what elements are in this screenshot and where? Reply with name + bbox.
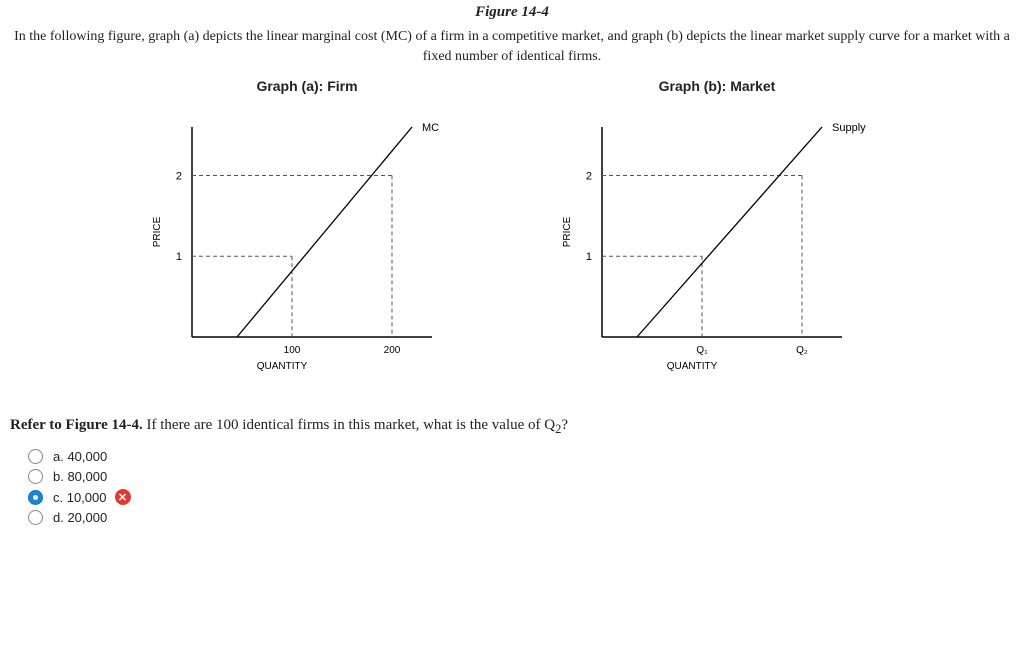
graph-b-svg: 2 1 Q₁ Q₂ Supply PRICE QUANTITY: [552, 112, 882, 387]
graph-b-ytick-1: 1: [586, 251, 592, 263]
graph-a-ytick-0: 2: [176, 171, 182, 183]
graph-b-title: Graph (b): Market: [659, 78, 776, 94]
graph-b-svg-holder: 2 1 Q₁ Q₂ Supply PRICE QUANTITY: [552, 112, 882, 387]
option-b[interactable]: b. 80,000: [28, 469, 1014, 484]
option-d[interactable]: d. 20,000: [28, 510, 1014, 525]
graph-b-line-label: Supply: [832, 122, 866, 134]
graph-b-ylabel: PRICE: [562, 217, 573, 248]
options-list: a. 40,000 b. 80,000 c. 10,000 ✕ d. 20,000: [28, 449, 1014, 525]
graph-a-svg-holder: 2 1 100 200 MC PRICE QUANTITY: [142, 112, 472, 387]
figure-title: Figure 14-4: [10, 4, 1014, 21]
graph-a-svg: 2 1 100 200 MC PRICE QUANTITY: [142, 112, 472, 387]
option-a-radio[interactable]: [28, 449, 43, 464]
graph-b-xtick-1: Q₂: [796, 345, 808, 356]
option-b-label: b. 80,000: [53, 469, 107, 484]
question-prefix: Refer to Figure 14-4.: [10, 417, 143, 433]
option-d-label: d. 20,000: [53, 510, 107, 525]
option-a-label: a. 40,000: [53, 449, 107, 464]
option-c-radio[interactable]: [28, 490, 43, 505]
figure-description: In the following figure, graph (a) depic…: [10, 27, 1014, 66]
graph-b-xlabel: QUANTITY: [667, 361, 718, 372]
option-d-radio[interactable]: [28, 510, 43, 525]
graph-b-ytick-0: 2: [586, 171, 592, 183]
option-c-label: c. 10,000: [53, 490, 107, 505]
graph-a-line: [237, 127, 412, 337]
question-body: If there are 100 identical firms in this…: [143, 417, 555, 433]
question-text: Refer to Figure 14-4. If there are 100 i…: [10, 417, 1014, 437]
option-a[interactable]: a. 40,000: [28, 449, 1014, 464]
question-suffix: ?: [561, 417, 568, 433]
graph-a-line-label: MC: [422, 122, 439, 134]
graph-a-xlabel: QUANTITY: [257, 361, 308, 372]
graph-a-xtick-0: 100: [284, 345, 301, 356]
graph-b-block: Graph (b): Market 2 1 Q₁ Q₂ Supply PRICE QUANT…: [552, 78, 882, 387]
wrong-icon: ✕: [115, 489, 131, 505]
graphs-row: Graph (a): Firm 21100200MCPRICEQUANTITY …: [112, 78, 912, 387]
graph-a-xtick-1: 200: [384, 345, 401, 356]
graph-a-block: Graph (a): Firm 2 1 100 200 MC PRICE QUANTITY: [142, 78, 472, 387]
graph-b-xtick-0: Q₁: [696, 345, 708, 356]
graph-b-line: [637, 127, 822, 337]
graph-a-ytick-1: 1: [176, 251, 182, 263]
graph-a-title: Graph (a): Firm: [256, 78, 357, 94]
graph-a-ylabel: PRICE: [152, 217, 163, 248]
option-c[interactable]: c. 10,000 ✕: [28, 489, 1014, 505]
option-b-radio[interactable]: [28, 469, 43, 484]
